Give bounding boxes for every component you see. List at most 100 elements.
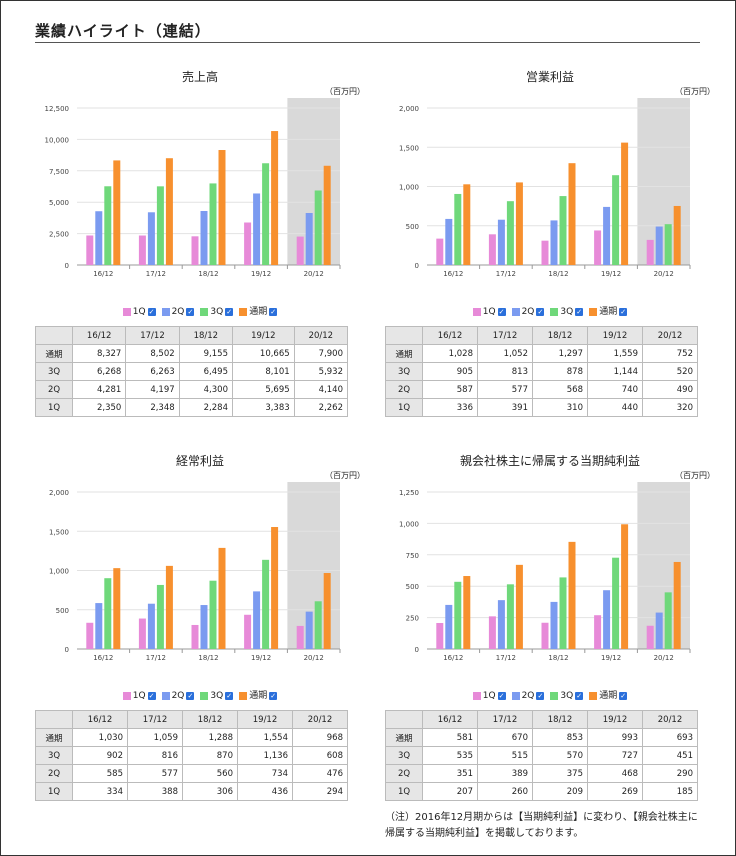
table-row: 通期 1,028 1,052 1,297 1,559 752 [385, 344, 698, 363]
checkbox-icon[interactable]: ✓ [619, 691, 628, 700]
bar-q1 [541, 622, 549, 649]
checkbox-icon[interactable]: ✓ [186, 307, 195, 316]
bar-q2 [603, 206, 611, 265]
legend-item[interactable]: 2Q ✓ [511, 307, 545, 317]
legend-item[interactable]: 3Q ✓ [200, 307, 234, 317]
bar-q1 [244, 614, 252, 649]
table-cell: 207 [422, 782, 478, 801]
chart-legend: 1Q ✓ 2Q ✓ 3Q ✓ 通期 ✓ [385, 304, 715, 317]
table-cell: 388 [127, 782, 183, 801]
legend-item[interactable]: 通期 ✓ [239, 304, 278, 317]
table-cell: 2,350 [71, 398, 127, 417]
legend-label: 2Q [171, 691, 185, 701]
table-header-row: 16/12 17/12 18/12 19/12 20/12 [35, 326, 349, 345]
x-tick-label: 19/12 [251, 654, 271, 662]
bar-full [113, 160, 121, 265]
legend-item[interactable]: 通期 ✓ [239, 688, 278, 701]
checkbox-icon[interactable]: ✓ [575, 307, 584, 316]
table-cell: 290 [642, 764, 698, 783]
table-corner [35, 326, 73, 345]
bar-chart: 0 500 1,000 1,500 2,000 16/12 17/12 18/12 19/12 2… [399, 98, 691, 278]
table-cell: 2,348 [125, 398, 180, 417]
legend-label: 3Q [560, 307, 574, 317]
checkbox-icon[interactable]: ✓ [619, 307, 628, 316]
bar-q3 [104, 186, 112, 265]
bar-q2 [497, 600, 505, 649]
bar-q2 [445, 604, 453, 649]
row-header: 通期 [385, 344, 423, 363]
bar-q1 [594, 230, 602, 265]
legend-item[interactable]: 通期 ✓ [589, 304, 628, 317]
checkbox-icon[interactable]: ✓ [147, 691, 156, 700]
table-cell: 8,327 [71, 344, 127, 363]
legend-swatch [239, 691, 248, 700]
bar-full [218, 547, 226, 649]
y-tick-label: 2,000 [399, 105, 419, 113]
bar-q2 [147, 212, 155, 265]
bar-chart: 0 500 1,000 1,500 2,000 16/12 17/12 18/12 19/12 2… [49, 482, 341, 662]
column-header: 17/12 [125, 326, 180, 345]
table-cell: 734 [237, 764, 293, 783]
data-table: 16/12 17/12 18/12 19/12 20/12 通期 581 670 853 993 6… [385, 710, 698, 801]
bar-q1 [594, 615, 602, 649]
legend-item[interactable]: 1Q ✓ [472, 691, 506, 701]
legend-label: 1Q [482, 691, 496, 701]
legend-item[interactable]: 3Q ✓ [550, 691, 584, 701]
y-tick-label: 0 [65, 262, 69, 270]
bar-q2 [147, 603, 155, 649]
legend-item[interactable]: 3Q ✓ [200, 691, 234, 701]
column-header: 20/12 [293, 326, 349, 345]
row-header: 2Q [35, 764, 73, 783]
table-row: 2Q 4,281 4,197 4,300 5,695 4,140 [35, 380, 349, 399]
checkbox-icon[interactable]: ✓ [269, 307, 278, 316]
checkbox-icon[interactable]: ✓ [186, 691, 195, 700]
table-row: 3Q 905 813 878 1,144 520 [385, 362, 698, 381]
legend-swatch [239, 307, 248, 316]
checkbox-icon[interactable]: ✓ [147, 307, 156, 316]
legend-swatch [589, 691, 598, 700]
y-tick-label: 12,500 [45, 105, 70, 113]
x-tick-label: 18/12 [198, 654, 218, 662]
legend-item[interactable]: 2Q ✓ [161, 691, 195, 701]
checkbox-icon[interactable]: ✓ [225, 307, 234, 316]
legend-item[interactable]: 1Q ✓ [122, 691, 156, 701]
table-cell: 294 [292, 782, 348, 801]
table-corner [35, 710, 73, 729]
footnote: （注）2016年12月期からは【当期純利益】に変わり、【親会社株主に帰属する当期… [385, 812, 698, 839]
legend-item[interactable]: 通期 ✓ [589, 688, 628, 701]
checkbox-icon[interactable]: ✓ [536, 691, 545, 700]
x-tick-label: 20/12 [304, 654, 324, 662]
column-header: 17/12 [127, 710, 183, 729]
y-tick-label: 0 [415, 646, 419, 654]
table-cell: 269 [587, 782, 643, 801]
checkbox-icon[interactable]: ✓ [225, 691, 234, 700]
checkbox-icon[interactable]: ✓ [497, 691, 506, 700]
x-tick-label: 16/12 [93, 270, 113, 278]
table-cell: 6,268 [71, 362, 127, 381]
checkbox-icon[interactable]: ✓ [497, 307, 506, 316]
bar-q3 [612, 557, 620, 649]
table-row: 通期 8,327 8,502 9,155 10,665 7,900 [35, 344, 349, 363]
table-cell: 535 [422, 746, 478, 765]
legend-item[interactable]: 2Q ✓ [161, 307, 195, 317]
table-row: 2Q 587 577 568 740 490 [385, 380, 698, 399]
bar-q2 [200, 210, 208, 265]
table-cell: 993 [587, 728, 643, 747]
table-cell: 568 [532, 380, 588, 399]
table-cell: 570 [532, 746, 588, 765]
row-header: 3Q [35, 362, 73, 381]
checkbox-icon[interactable]: ✓ [269, 691, 278, 700]
y-tick-label: 1,500 [49, 528, 69, 536]
bar-q1 [86, 622, 94, 649]
legend-item[interactable]: 2Q ✓ [511, 691, 545, 701]
legend-item[interactable]: 1Q ✓ [122, 307, 156, 317]
bar-q3 [664, 224, 672, 265]
checkbox-icon[interactable]: ✓ [575, 691, 584, 700]
legend-item[interactable]: 3Q ✓ [550, 307, 584, 317]
y-tick-label: 5,000 [49, 199, 69, 207]
bar-q3 [559, 577, 567, 649]
legend-item[interactable]: 1Q ✓ [472, 307, 506, 317]
table-cell: 468 [587, 764, 643, 783]
checkbox-icon[interactable]: ✓ [536, 307, 545, 316]
bar-q1 [191, 236, 199, 265]
